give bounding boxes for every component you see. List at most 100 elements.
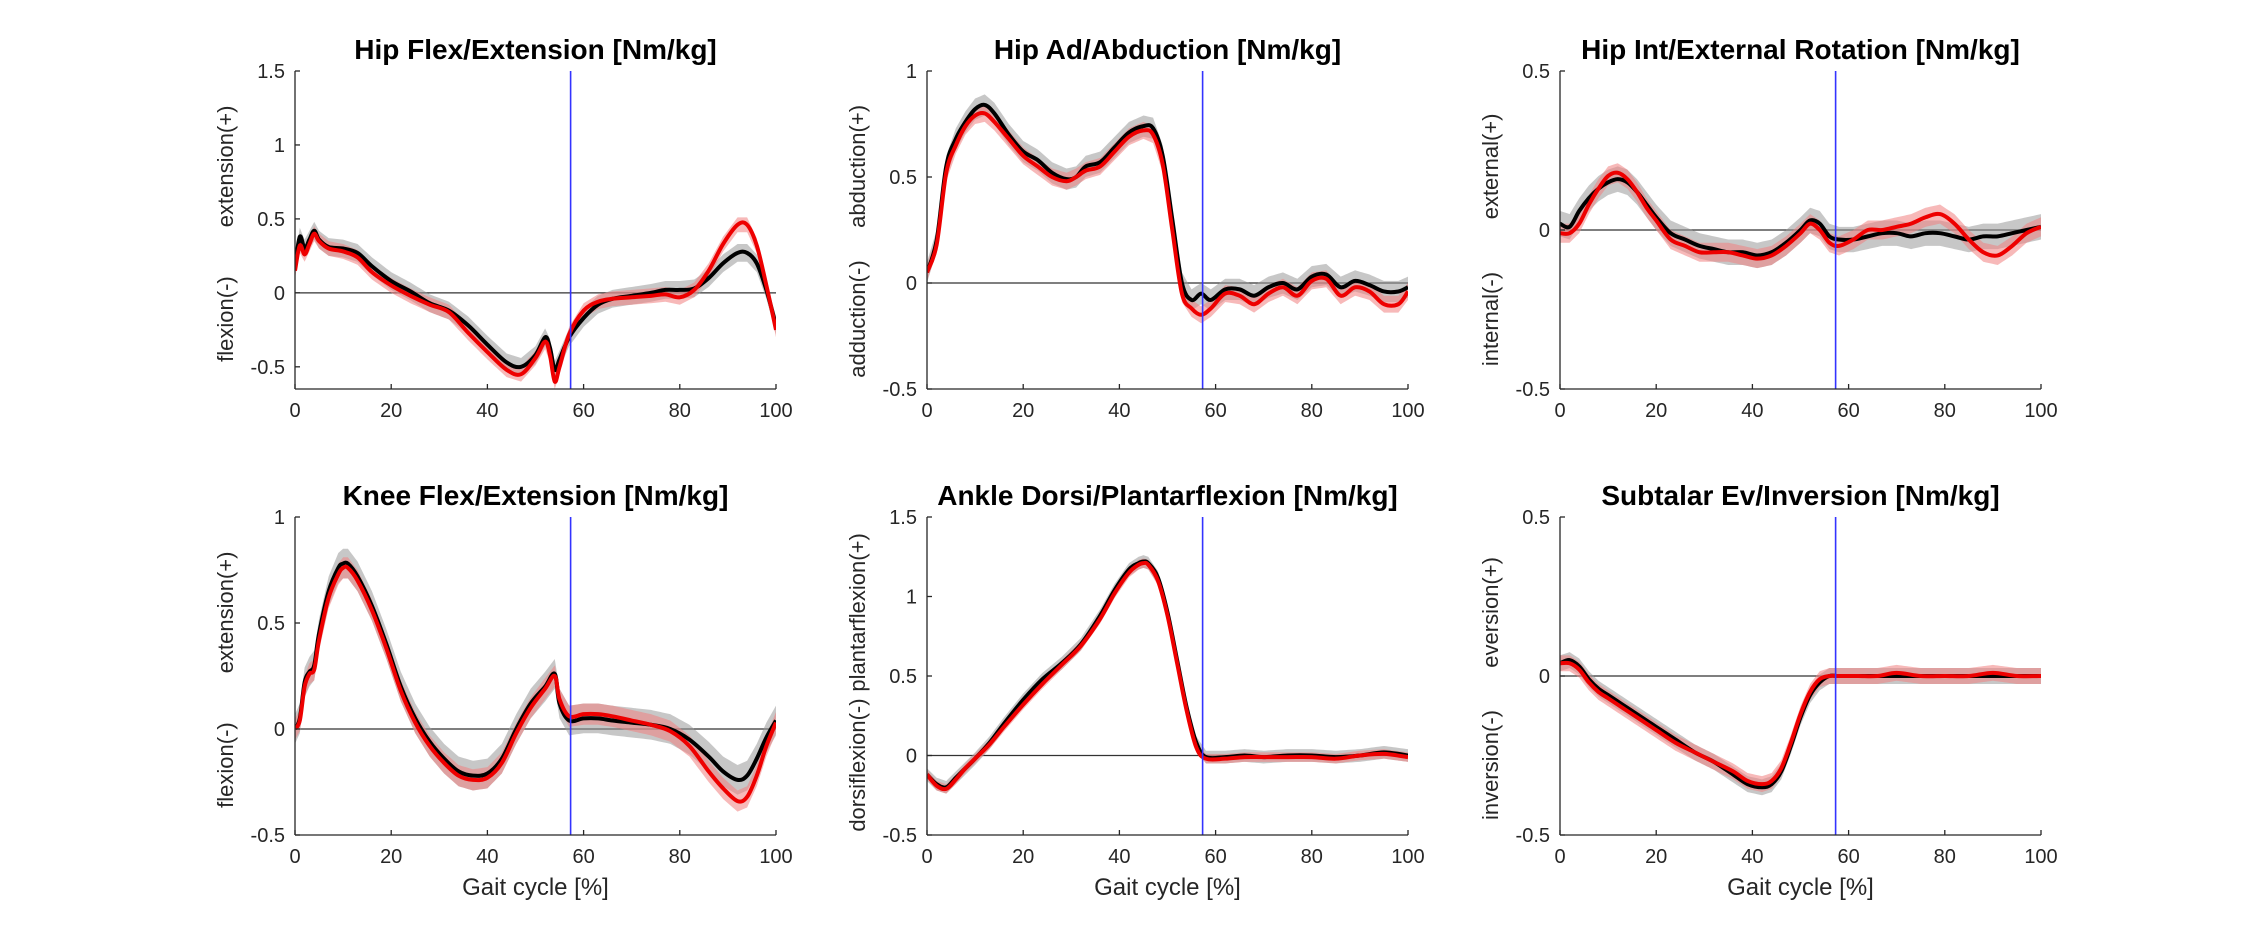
x-tick-label: 80 bbox=[1934, 400, 1956, 422]
x-tick-label: 100 bbox=[2024, 400, 2057, 422]
x-axis-label: Gait cycle [%] bbox=[1094, 874, 1241, 901]
x-tick-label: 20 bbox=[1012, 400, 1034, 422]
x-axis-label: Gait cycle [%] bbox=[1727, 874, 1874, 901]
x-axis-label: Gait cycle [%] bbox=[462, 874, 609, 901]
x-tick-label: 0 bbox=[1554, 846, 1565, 868]
data-layer bbox=[927, 94, 1408, 324]
y-axis-label-positive: plantarflexion(+) bbox=[845, 533, 870, 691]
panel-5: Ankle Dorsi/Plantarflexion [Nm/kg] planta… bbox=[845, 480, 1425, 901]
x-tick-label: 20 bbox=[380, 846, 402, 868]
y-axis-label-negative: internal(-) bbox=[1478, 272, 1503, 366]
subject-band bbox=[1560, 163, 2041, 269]
y-tick-label: -0.5 bbox=[251, 357, 285, 379]
x-tick-label: 100 bbox=[2024, 846, 2057, 868]
x-tick-label: 100 bbox=[1391, 846, 1424, 868]
y-tick-label: 0 bbox=[1539, 666, 1550, 688]
y-tick-label: 0.5 bbox=[889, 167, 917, 189]
panel-4: Knee Flex/Extension [Nm/kg] extension(+) f… bbox=[213, 480, 793, 901]
y-axis-label-positive: extension(+) bbox=[213, 552, 238, 674]
panel-title: Knee Flex/Extension [Nm/kg] bbox=[343, 480, 729, 511]
data-layer bbox=[295, 217, 776, 389]
subject-band bbox=[295, 557, 776, 812]
data-layer bbox=[1560, 163, 2041, 269]
y-axis-label-negative: dorsiflexion(-) bbox=[845, 698, 870, 831]
x-tick-label: 20 bbox=[1645, 846, 1667, 868]
y-tick-label: 1 bbox=[906, 587, 917, 609]
y-tick-label: 0 bbox=[1539, 220, 1550, 242]
subject-line bbox=[1560, 660, 2041, 787]
y-tick-label: 0 bbox=[906, 746, 917, 768]
y-axis-label-positive: extension(+) bbox=[213, 106, 238, 228]
y-tick-label: 0.5 bbox=[1522, 61, 1550, 83]
x-tick-label: 20 bbox=[1645, 400, 1667, 422]
panel-6: Subtalar Ev/Inversion [Nm/kg] eversion(+)… bbox=[1478, 480, 2058, 901]
x-tick-label: 60 bbox=[1204, 846, 1226, 868]
reference-band bbox=[1560, 652, 2041, 796]
y-tick-label: 0 bbox=[274, 283, 285, 305]
x-tick-label: 60 bbox=[1204, 400, 1226, 422]
data-layer bbox=[1560, 652, 2041, 796]
y-axis-label-positive: eversion(+) bbox=[1478, 557, 1503, 668]
panel-title: Hip Flex/Extension [Nm/kg] bbox=[354, 34, 717, 65]
x-tick-label: 40 bbox=[1741, 400, 1763, 422]
data-layer bbox=[927, 555, 1408, 794]
subject-band bbox=[1560, 655, 2041, 793]
y-tick-label: 0 bbox=[906, 273, 917, 295]
y-tick-label: 1 bbox=[274, 507, 285, 529]
x-tick-label: 40 bbox=[476, 400, 498, 422]
subject-line bbox=[927, 560, 1408, 792]
x-tick-label: 100 bbox=[1391, 400, 1424, 422]
y-tick-label: 0.5 bbox=[1522, 507, 1550, 529]
x-tick-label: 80 bbox=[1934, 846, 1956, 868]
x-tick-label: 20 bbox=[380, 400, 402, 422]
y-tick-label: -0.5 bbox=[251, 825, 285, 847]
x-tick-label: 100 bbox=[759, 846, 792, 868]
panel-title: Hip Int/External Rotation [Nm/kg] bbox=[1581, 34, 2020, 65]
y-tick-label: -0.5 bbox=[883, 825, 917, 847]
x-tick-label: 40 bbox=[1108, 846, 1130, 868]
data-layer bbox=[295, 548, 776, 812]
x-tick-label: 0 bbox=[289, 846, 300, 868]
x-tick-label: 80 bbox=[669, 400, 691, 422]
panel-title: Hip Ad/Abduction [Nm/kg] bbox=[994, 34, 1341, 65]
x-tick-label: 0 bbox=[289, 400, 300, 422]
y-tick-label: 0.5 bbox=[257, 613, 285, 635]
panel-title: Subtalar Ev/Inversion [Nm/kg] bbox=[1601, 480, 1999, 511]
y-tick-label: -0.5 bbox=[1516, 825, 1550, 847]
x-tick-label: 60 bbox=[572, 400, 594, 422]
x-tick-label: 40 bbox=[1741, 846, 1763, 868]
x-tick-label: 0 bbox=[1554, 400, 1565, 422]
y-tick-label: 1 bbox=[274, 135, 285, 157]
reference-band bbox=[295, 221, 776, 379]
y-axis-label-negative: adduction(-) bbox=[845, 260, 870, 377]
subject-line bbox=[1560, 170, 2041, 261]
panel-3: Hip Int/External Rotation [Nm/kg] externa… bbox=[1478, 34, 2058, 422]
y-tick-label: 0 bbox=[274, 719, 285, 741]
panel-1: Hip Flex/Extension [Nm/kg] extension(+) fl… bbox=[213, 34, 793, 422]
panel-title: Ankle Dorsi/Plantarflexion [Nm/kg] bbox=[937, 480, 1398, 511]
subject-line bbox=[295, 564, 776, 804]
x-tick-label: 60 bbox=[1837, 400, 1859, 422]
y-axis-label-negative: inversion(-) bbox=[1478, 710, 1503, 820]
y-tick-label: 0.5 bbox=[889, 666, 917, 688]
x-tick-label: 80 bbox=[1301, 400, 1323, 422]
subject-line bbox=[927, 110, 1408, 317]
y-tick-label: 1.5 bbox=[889, 507, 917, 529]
y-axis-label-positive: external(+) bbox=[1478, 114, 1503, 220]
y-tick-label: 0.5 bbox=[257, 209, 285, 231]
x-tick-label: 60 bbox=[572, 846, 594, 868]
subject-band bbox=[295, 217, 776, 389]
reference-line bbox=[927, 102, 1408, 303]
reference-line bbox=[1560, 177, 2041, 258]
x-tick-label: 40 bbox=[1108, 400, 1130, 422]
y-tick-label: 1.5 bbox=[257, 61, 285, 83]
x-tick-label: 20 bbox=[1012, 846, 1034, 868]
reference-line bbox=[295, 560, 776, 783]
y-tick-label: -0.5 bbox=[1516, 379, 1550, 401]
x-tick-label: 40 bbox=[476, 846, 498, 868]
x-tick-label: 0 bbox=[921, 400, 932, 422]
x-tick-label: 60 bbox=[1837, 846, 1859, 868]
x-tick-label: 100 bbox=[759, 400, 792, 422]
x-tick-label: 80 bbox=[1301, 846, 1323, 868]
